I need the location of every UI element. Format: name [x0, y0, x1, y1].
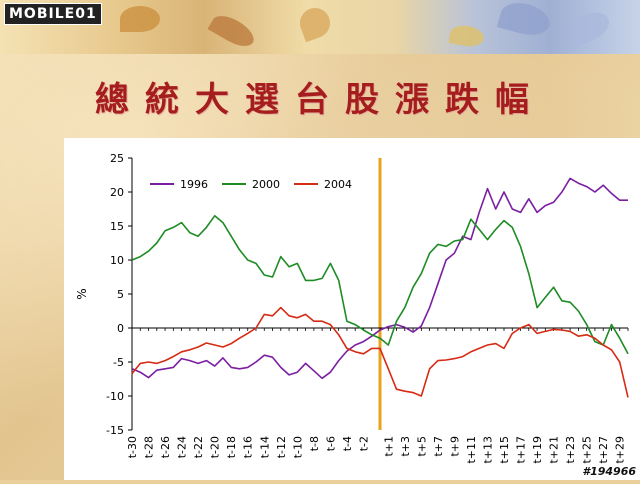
x-tick-label: t+17	[515, 436, 528, 464]
y-tick-label: -5	[113, 356, 124, 369]
x-tick-label: t-24	[176, 436, 189, 458]
x-tick-label: t-28	[143, 436, 156, 458]
y-tick-label: 10	[110, 254, 124, 267]
y-tick-label: -15	[106, 424, 124, 437]
x-tick-label: t+21	[548, 436, 561, 464]
leaf-decoration	[120, 6, 160, 32]
x-tick-label: t+1	[382, 436, 395, 457]
leaf-decoration	[295, 3, 335, 43]
x-tick-label: t+23	[564, 436, 577, 464]
x-tick-label: t-8	[308, 436, 321, 451]
x-tick-label: t-30	[126, 436, 139, 458]
chart-card: -15 -10 -5 0 5 10 15 20 25% t-30 t-28 t-26 t-24 t-22 t…	[64, 138, 640, 480]
series-line-2004	[131, 306, 629, 398]
series-line-1996	[131, 177, 628, 380]
x-tick-label: t+9	[448, 436, 461, 457]
watermark: #194966	[582, 465, 636, 478]
x-tick-label: t-2	[357, 436, 370, 451]
x-tick-label: t-10	[291, 436, 304, 458]
y-tick-label: 25	[110, 152, 124, 165]
x-tick-label: t-26	[159, 436, 172, 458]
line-chart: -15 -10 -5 0 5 10 15 20 25% t-30 t-28 t-26 t-24 t-22 t…	[75, 152, 629, 464]
legend-label-2004: 2004	[324, 178, 352, 191]
x-tick-label: t-6	[324, 436, 337, 451]
leaf-decoration	[448, 23, 486, 49]
header-banner	[0, 0, 640, 54]
x-tick-label: t+29	[614, 436, 627, 464]
y-tick-label: -10	[106, 390, 124, 403]
x-tick-label: t+7	[432, 436, 445, 457]
y-tick-label: 5	[117, 288, 124, 301]
y-axis-label: %	[75, 288, 89, 299]
y-tick-label: 0	[117, 322, 124, 335]
page-title: 總統大選台股漲跌幅	[95, 80, 545, 120]
leaf-decoration	[207, 9, 259, 53]
x-tick-label: t+27	[597, 436, 610, 464]
x-tick-label: t-18	[225, 436, 238, 458]
y-tick-label: 20	[110, 186, 124, 199]
x-tick-label: t-20	[209, 436, 222, 458]
x-tick-label: t+13	[481, 436, 494, 464]
leaf-decoration	[496, 0, 554, 40]
leaf-decoration	[566, 6, 614, 48]
x-tick-label: t-16	[242, 436, 255, 458]
y-tick-label: 15	[110, 220, 124, 233]
x-tick-label: t-12	[275, 436, 288, 458]
x-tick-label: t-4	[341, 436, 354, 451]
mobile01-logo[interactable]: MOBILE01	[4, 3, 102, 25]
legend-label-2000: 2000	[252, 178, 280, 191]
x-tick-label: t+19	[531, 436, 544, 464]
x-tick-label: t+5	[415, 436, 428, 457]
x-tick-label: t+11	[465, 436, 478, 464]
legend-label-1996: 1996	[180, 178, 208, 191]
x-tick-label: t-22	[192, 436, 205, 458]
x-tick-label: t+3	[399, 436, 412, 457]
x-tick-label: t-14	[258, 436, 271, 458]
x-tick-label: t+25	[581, 436, 594, 464]
x-tick-label: t+15	[498, 436, 511, 464]
series-line-2000	[131, 215, 629, 355]
